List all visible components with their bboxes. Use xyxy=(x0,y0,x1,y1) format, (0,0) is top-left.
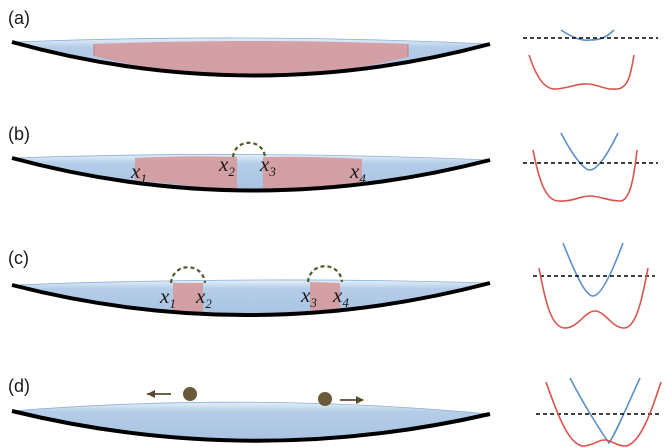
marker-x4-c: x4 xyxy=(332,283,349,310)
panel-a: (a) xyxy=(8,8,658,90)
potential-inset-b xyxy=(523,132,658,202)
lower-curve-d xyxy=(545,381,662,447)
panel-b: (b) x1 x2 x3 x4 xyxy=(8,124,658,202)
domain-region-c-left xyxy=(173,283,203,314)
substrate-d xyxy=(11,409,491,443)
lower-curve-a xyxy=(528,54,635,90)
upper-curve-a xyxy=(560,29,615,42)
upper-curve-b xyxy=(560,132,619,171)
lower-curve-c xyxy=(538,267,649,329)
substrate-a xyxy=(11,40,491,78)
potential-inset-d xyxy=(536,377,662,447)
potential-inset-c xyxy=(533,242,655,329)
upper-curve-d xyxy=(569,377,641,445)
panel-d: (d) xyxy=(8,376,662,447)
domain-region-b-left xyxy=(135,156,237,190)
substrate-c xyxy=(11,281,491,317)
domain-region-a xyxy=(94,41,408,77)
droplet-right xyxy=(318,392,332,406)
substrate-b xyxy=(11,156,491,193)
potential-inset-a xyxy=(523,29,658,90)
liquid-film-d xyxy=(11,401,491,442)
droplet-left xyxy=(183,387,197,401)
marker-x3-c: x3 xyxy=(300,283,317,310)
bridge-c-left xyxy=(169,266,207,284)
bridge-b xyxy=(231,141,267,158)
panel-c: (c) x1 x2 x3 x4 xyxy=(8,242,655,329)
domain-region-b-right xyxy=(263,156,362,190)
lower-curve-b xyxy=(532,149,638,202)
marker-x3-b: x3 xyxy=(259,152,276,179)
panel-label-c: (c) xyxy=(8,248,29,268)
arrow-left-icon xyxy=(147,390,171,398)
panel-label-d: (d) xyxy=(8,376,30,396)
arrow-right-icon xyxy=(340,396,364,404)
marker-x2-c: x2 xyxy=(195,284,212,311)
marker-x4-b: x4 xyxy=(349,159,366,186)
upper-curve-c xyxy=(562,242,624,297)
marker-x2-b: x2 xyxy=(218,152,235,179)
marker-x1-b: x1 xyxy=(130,159,147,186)
marker-x1-c: x1 xyxy=(159,284,176,311)
panel-label-a: (a) xyxy=(8,8,30,28)
bridge-c-right xyxy=(306,265,344,283)
panel-label-b: (b) xyxy=(8,124,30,144)
domain-region-c-right xyxy=(310,282,340,314)
